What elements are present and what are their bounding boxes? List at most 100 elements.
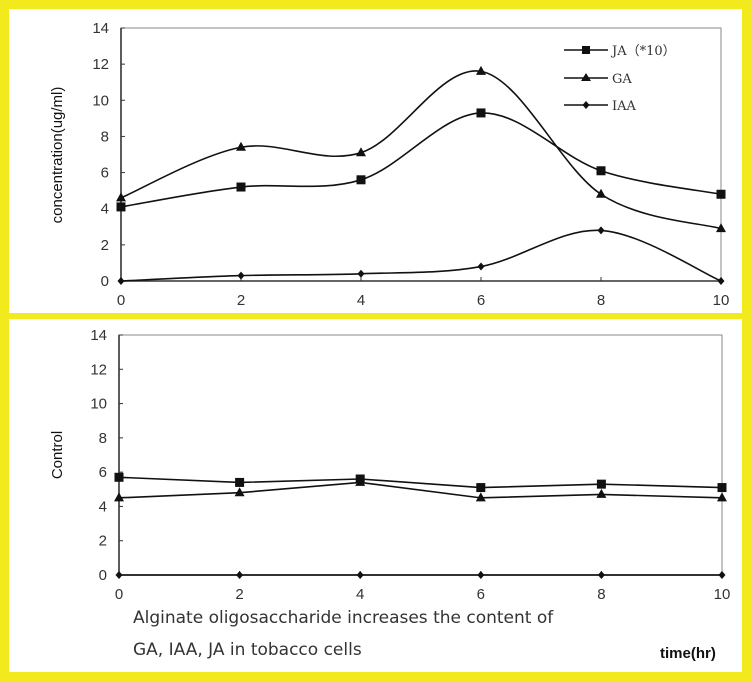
top-series-ja [116,108,726,212]
bottom-x-tick-label: 8 [597,586,605,603]
bottom-y-tick-label: 0 [99,567,107,584]
bottom-x-tick-label: 4 [356,586,364,603]
top-y-axis-label: concentration(ug/ml) [49,87,66,224]
bottom-point-ga [355,476,366,486]
top-series-iaa [117,226,725,285]
top-y-tick-label: 0 [101,273,109,290]
top-point-iaa [717,277,725,285]
bottom-point-ja [717,483,727,493]
bottom-point-ga [475,492,486,502]
top-point-ga [116,192,126,202]
bottom-point-ga [596,488,607,498]
bottom-series-ga [114,476,727,502]
top-point-iaa [477,262,485,271]
bottom-point-ja [596,479,606,489]
bottom-x-tick-label: 6 [477,586,485,603]
bottom-y-tick-label: 4 [99,498,107,515]
top-plot-frame [120,27,722,282]
bottom-point-iaa [718,571,726,579]
top-point-ga [356,147,366,157]
top-point-iaa [117,277,125,285]
top-x-tick-label: 0 [117,292,125,309]
bottom-line-ja [118,476,723,489]
top-point-iaa [237,271,245,280]
top-point-ja [476,108,486,118]
top-line-ja [120,112,722,208]
legend-item-ga: GA [564,72,632,87]
top-point-iaa [597,226,605,235]
top-point-ga [596,188,606,198]
bottom-x-axis-label: time(hr) [660,645,716,662]
bottom-point-ga [717,492,727,502]
figure-caption: Alginate oligosaccharide increases the c… [133,605,553,663]
square-marker-icon [582,46,590,54]
bottom-point-iaa [236,571,244,579]
top-point-ga [476,65,486,75]
top-point-ja [716,189,726,199]
bottom-series [114,472,727,579]
diamond-marker-icon [582,101,590,109]
top-point-iaa [357,269,365,278]
bottom-point-iaa [477,571,485,579]
caption-line-2: GA, IAA, JA in tobacco cells [133,640,362,660]
bottom-x-tick-label: 2 [235,586,243,603]
bottom-point-ga [114,492,124,502]
top-point-ga [236,141,246,151]
bottom-point-iaa [597,571,605,579]
bottom-line-ga [118,481,723,499]
bottom-point-iaa [356,571,364,579]
top-series-ga [116,65,726,233]
top-line-iaa [120,229,722,282]
top-series [116,65,726,285]
top-y-tick-label: 10 [92,92,109,109]
bottom-y-tick-label: 6 [99,464,107,481]
top-point-ja [116,202,126,212]
bottom-point-ja [114,472,124,482]
bottom-x-tick-label: 10 [714,586,731,603]
top-y-tick-label: 12 [92,56,109,73]
bottom-series-iaa [115,571,726,579]
control-chart: Control 0 2 4 6 8 10 12 14 0 2 4 6 8 10 [49,327,730,603]
top-y-tick-label: 2 [101,237,109,254]
bottom-y-tick-label: 10 [90,396,107,413]
bottom-plot-frame [118,334,723,576]
bottom-point-iaa [115,571,123,579]
top-axes: 0 2 4 6 8 10 12 14 0 2 4 6 8 10 [92,20,729,309]
bottom-axes: 0 2 4 6 8 10 12 14 0 2 4 6 8 10 [90,327,730,603]
bottom-y-tick-label: 12 [90,361,107,378]
bottom-y-tick-label: 14 [90,327,107,344]
bottom-point-ja [476,483,486,493]
top-x-tick-label: 8 [597,292,605,309]
top-x-tick-label: 6 [477,292,485,309]
top-y-tick-label: 4 [101,201,109,218]
top-line-ga [120,70,722,230]
caption-line-1: Alginate oligosaccharide increases the c… [133,608,554,628]
top-y-tick-label: 14 [92,20,109,37]
legend-item-iaa: IAA [564,99,637,114]
bottom-y-tick-label: 8 [99,430,107,447]
top-y-tick-label: 8 [101,128,109,145]
top-x-tick-label: 10 [713,292,730,309]
triangle-marker-icon [581,73,591,81]
top-y-tick-label: 6 [101,165,109,182]
bottom-y-tick-label: 2 [99,533,107,550]
top-chart-panel [0,0,751,318]
legend-label-ja: JA（*10） [610,44,676,59]
top-point-ja [596,166,606,176]
top-point-ja [236,182,246,192]
legend-label-iaa: IAA [612,99,637,114]
bottom-point-ja [235,477,245,487]
legend: JA（*10） GA IAA [564,44,676,114]
bottom-series-ja [114,472,727,493]
legend-item-ja: JA（*10） [564,44,676,59]
bottom-x-tick-label: 0 [115,586,123,603]
top-point-ja [356,175,366,185]
bottom-y-axis-label: Control [49,431,66,479]
top-point-ga [716,223,726,233]
bottom-point-ga [234,487,245,497]
top-x-tick-label: 2 [237,292,245,309]
top-x-tick-label: 4 [357,292,365,309]
legend-label-ga: GA [612,72,632,87]
